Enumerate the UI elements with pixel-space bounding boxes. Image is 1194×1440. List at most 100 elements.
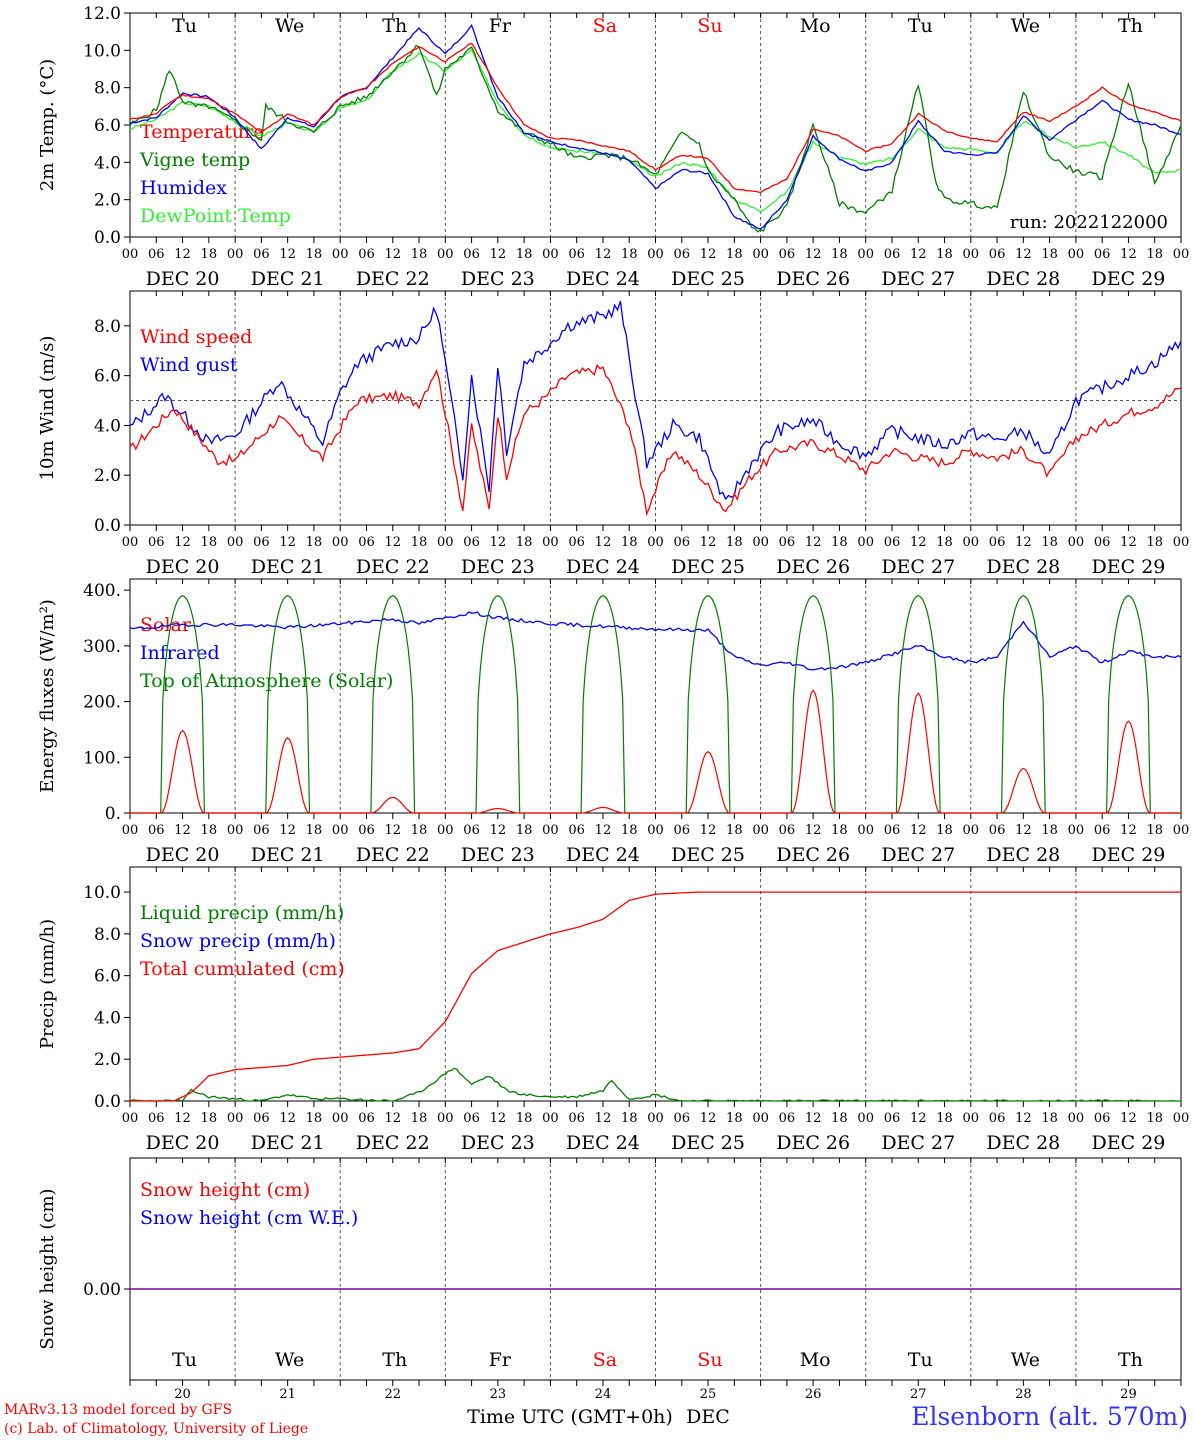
y-tick-label: 8.0 <box>94 317 121 337</box>
date-label: DEC 29 <box>1092 268 1166 290</box>
x-precip-hour-label: 18 <box>831 1111 848 1126</box>
x-temp-hour-label: 12 <box>910 247 927 262</box>
x-temp-hour-label: 00 <box>227 247 244 262</box>
day-number-label: 27 <box>910 1387 927 1402</box>
x-temp-hour-label: 06 <box>358 247 375 262</box>
date-label: DEC 21 <box>251 1132 325 1154</box>
station-title: Elsenborn (alt. 570m) <box>911 1402 1188 1431</box>
y-tick-label: 6.0 <box>94 116 121 136</box>
x-flux-hour-label: 00 <box>1068 823 1085 838</box>
x-precip-hour-label: 12 <box>490 1111 507 1126</box>
x-wind-hour-label: 18 <box>936 535 953 550</box>
y-tick-label: 0.0 <box>94 228 121 248</box>
x-temp-hour-label: 12 <box>805 247 822 262</box>
x-wind-hour-label: 00 <box>437 535 454 550</box>
x-temp-hour-label: 18 <box>306 247 323 262</box>
x-wind-hour-label: 00 <box>963 535 980 550</box>
x-flux-hour-label: 12 <box>384 823 401 838</box>
y-tick-label: 10.0 <box>83 41 121 61</box>
weekday-label: Sa <box>593 15 617 37</box>
y-tick-label: 0. <box>105 804 121 824</box>
x-wind-hour-label: 12 <box>279 535 296 550</box>
day-number-label: 22 <box>384 1387 401 1402</box>
x-flux-hour-label: 18 <box>831 823 848 838</box>
y-axis-label: Energy fluxes (W/m²) <box>37 599 58 793</box>
x-wind-hour-label: 12 <box>1015 535 1032 550</box>
x-flux-hour-label: 06 <box>674 823 691 838</box>
date-label: DEC 28 <box>986 268 1060 290</box>
x-flux-hour-label: 12 <box>1120 823 1137 838</box>
x-precip-hour-label: 18 <box>411 1111 428 1126</box>
date-label: DEC 27 <box>881 1132 955 1154</box>
x-precip-hour-label: 06 <box>253 1111 270 1126</box>
x-wind-hour-label: 18 <box>201 535 218 550</box>
x-temp-hour-label: 12 <box>1120 247 1137 262</box>
date-label: DEC 21 <box>251 844 325 866</box>
x-temp-hour-label: 06 <box>253 247 270 262</box>
x-temp-hour-label: 12 <box>595 247 612 262</box>
x-precip-hour-label: 06 <box>674 1111 691 1126</box>
series-line <box>130 689 1181 814</box>
x-wind-hour-label: 06 <box>989 535 1006 550</box>
date-label: DEC 25 <box>671 1132 745 1154</box>
x-wind-hour-label: 12 <box>700 535 717 550</box>
x-flux-hour-label: 00 <box>332 823 349 838</box>
x-flux-hour-label: 12 <box>805 823 822 838</box>
date-label: DEC 23 <box>461 844 535 866</box>
x-temp-hour-label: 18 <box>516 247 533 262</box>
x-precip-hour-label: 18 <box>306 1111 323 1126</box>
x-precip-hour-label: 12 <box>1015 1111 1032 1126</box>
x-precip-hour-label: 06 <box>463 1111 480 1126</box>
y-tick-label: 0.0 <box>94 516 121 536</box>
date-label: DEC 27 <box>881 844 955 866</box>
x-temp-hour-label: 18 <box>831 247 848 262</box>
y-tick-label: 6.0 <box>94 967 121 987</box>
y-tick-label: 0.0 <box>94 1092 121 1112</box>
x-wind-hour-label: 00 <box>752 535 769 550</box>
date-label: DEC 22 <box>356 1132 430 1154</box>
run-label: run: 2022122000 <box>1010 212 1168 233</box>
date-label: DEC 21 <box>251 268 325 290</box>
x-axis-label: Time UTC (GMT+0h) <box>467 1406 673 1428</box>
x-temp-hour-label: 12 <box>384 247 401 262</box>
x-temp-hour-label: 00 <box>963 247 980 262</box>
y-tick-label: 100. <box>83 748 121 768</box>
legend-entry: Wind speed <box>140 326 252 348</box>
legend-entry: Liquid precip (mm/h) <box>140 902 344 924</box>
date-label: DEC 22 <box>356 556 430 578</box>
weekday-label: Mo <box>800 15 831 37</box>
weekday-label: Fr <box>489 1349 512 1371</box>
y-tick-label: 2.0 <box>94 1050 121 1070</box>
x-flux-hour-label: 06 <box>358 823 375 838</box>
series-line <box>129 48 1182 213</box>
date-label: DEC 26 <box>776 844 850 866</box>
x-temp-hour-label: 00 <box>752 247 769 262</box>
x-wind-hour-label: 06 <box>148 535 165 550</box>
date-label: DEC 24 <box>566 1132 640 1154</box>
x-precip-hour-label: 12 <box>805 1111 822 1126</box>
x-precip-hour-label: 06 <box>779 1111 796 1126</box>
x-flux-hour-label: 12 <box>1015 823 1032 838</box>
x-precip-hour-label: 00 <box>857 1111 874 1126</box>
date-label: DEC 21 <box>251 556 325 578</box>
x-wind-hour-label: 12 <box>490 535 507 550</box>
x-precip-hour-label: 00 <box>647 1111 664 1126</box>
x-temp-hour-label: 00 <box>542 247 559 262</box>
x-wind-hour-label: 00 <box>332 535 349 550</box>
x-flux-hour-label: 18 <box>1146 823 1163 838</box>
weekday-label: Th <box>382 1349 407 1371</box>
x-temp-hour-label: 06 <box>884 247 901 262</box>
date-label: DEC 23 <box>461 556 535 578</box>
x-wind-hour-label: 00 <box>122 535 139 550</box>
day-number-label: 29 <box>1120 1387 1137 1402</box>
y-tick-label: 6.0 <box>94 367 121 387</box>
date-label: DEC 20 <box>146 844 220 866</box>
x-temp-hour-label: 00 <box>332 247 349 262</box>
date-label: DEC 26 <box>776 1132 850 1154</box>
y-axis-label: 2m Temp. (°C) <box>37 59 58 191</box>
weekday-label: Tu <box>908 15 933 37</box>
legend-entry: DewPoint Temp <box>140 205 291 227</box>
date-label: DEC 29 <box>1092 1132 1166 1154</box>
x-flux-hour-label: 06 <box>989 823 1006 838</box>
